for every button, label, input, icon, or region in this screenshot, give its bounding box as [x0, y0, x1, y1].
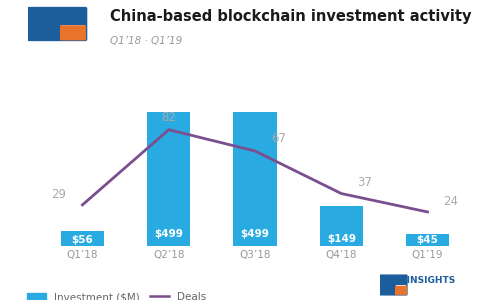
- Text: $499: $499: [154, 229, 183, 239]
- FancyBboxPatch shape: [395, 286, 407, 295]
- Bar: [234, 112, 276, 246]
- Text: $499: $499: [240, 229, 270, 239]
- Bar: [320, 206, 363, 246]
- Text: 82: 82: [162, 111, 176, 124]
- Text: China-based blockchain investment activity: China-based blockchain investment activi…: [110, 9, 472, 24]
- Bar: [61, 231, 104, 246]
- FancyBboxPatch shape: [380, 274, 407, 296]
- Text: CB INSIGHTS: CB INSIGHTS: [390, 276, 455, 285]
- FancyBboxPatch shape: [60, 25, 86, 40]
- Text: $149: $149: [327, 234, 356, 244]
- Bar: [406, 234, 449, 246]
- Text: 24: 24: [444, 195, 458, 208]
- Legend: Investment ($M), Deals: Investment ($M), Deals: [22, 288, 210, 300]
- Text: 67: 67: [271, 132, 286, 145]
- FancyBboxPatch shape: [27, 7, 88, 41]
- Bar: [147, 112, 190, 246]
- Text: $56: $56: [72, 235, 94, 245]
- Text: 29: 29: [51, 188, 66, 201]
- Bar: [62, 25, 84, 40]
- Text: $45: $45: [416, 236, 438, 245]
- Text: 37: 37: [357, 176, 372, 189]
- Text: Q1’18 · Q1’19: Q1’18 · Q1’19: [110, 36, 182, 46]
- Bar: [396, 286, 406, 295]
